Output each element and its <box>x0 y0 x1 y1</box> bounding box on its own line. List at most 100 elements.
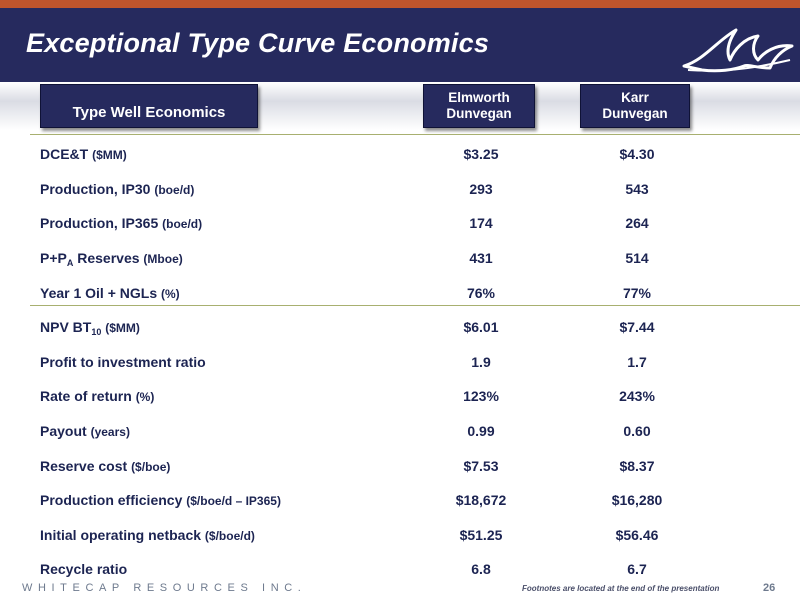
row-label: Payout (years) <box>30 414 425 449</box>
value-karr: 77% <box>622 284 652 301</box>
row-padding <box>692 483 800 518</box>
column-gap <box>537 241 582 276</box>
row-label: NPV BT10 ($MM) <box>30 310 425 345</box>
column-gap <box>537 448 582 483</box>
table-row: Recycle ratio 6.8 6.7 <box>30 552 800 587</box>
value-karr: 543 <box>625 180 649 197</box>
value-karr: $7.44 <box>619 319 655 336</box>
table-row: Production, IP30 (boe/d) 293 543 <box>30 172 800 207</box>
value-elmworth: $51.25 <box>459 526 503 543</box>
value-elmworth: 174 <box>469 215 493 232</box>
table-row: Profit to investment ratio 1.9 1.7 <box>30 345 800 380</box>
table-row: Production, IP365 (boe/d) 174 264 <box>30 206 800 241</box>
column-header-line2: Dunvegan <box>446 106 512 121</box>
row-unit: (%) <box>161 286 180 301</box>
column-header-karr: Karr Dunvegan <box>580 84 690 128</box>
row-label-text: Rate of return <box>40 388 132 405</box>
row-padding <box>692 310 800 345</box>
column-header-line1: Elmworth <box>448 90 510 105</box>
footnote-text: Footnotes are located at the end of the … <box>522 584 720 593</box>
row-unit: (%) <box>135 390 155 405</box>
row-label-text: Initial operating netback <box>40 526 202 543</box>
row-label-text: DCE&T <box>40 146 89 163</box>
row-label: Production efficiency ($/boe/d – IP365) <box>30 483 425 518</box>
row-label-text: Production, IP365 <box>40 215 159 232</box>
row-label: Reserve cost ($/boe) <box>30 448 425 483</box>
row-padding <box>692 275 800 310</box>
row-label: DCE&T ($MM) <box>30 137 425 172</box>
column-gap <box>537 206 582 241</box>
row-label-text: Reserve cost <box>40 457 128 474</box>
table-mid-separator <box>30 305 800 306</box>
row-padding <box>692 379 800 414</box>
row-padding <box>692 518 800 553</box>
column-gap <box>537 310 582 345</box>
value-elmworth: $18,672 <box>455 492 507 509</box>
table-row: Payout (years) 0.99 0.60 <box>30 414 800 449</box>
value-elmworth: 293 <box>469 180 493 197</box>
table-header-label-text: Type Well Economics <box>72 104 226 121</box>
column-header-line1: Karr <box>621 90 649 105</box>
economics-table-body: DCE&T ($MM) $3.25 $4.30 Production, IP30 (b… <box>30 137 800 587</box>
row-padding <box>692 241 800 276</box>
row-label-text: Year 1 Oil + NGLs <box>40 284 158 301</box>
value-karr: 1.7 <box>627 353 647 370</box>
value-karr: 514 <box>625 250 649 267</box>
value-elmworth: 431 <box>469 250 493 267</box>
row-label: Recycle ratio <box>30 552 425 587</box>
column-gap <box>537 379 582 414</box>
row-label-text: Payout <box>40 423 87 440</box>
row-label: Rate of return (%) <box>30 379 425 414</box>
row-label: Profit to investment ratio <box>30 345 425 380</box>
value-elmworth: 0.99 <box>467 423 495 440</box>
table-row: Production efficiency ($/boe/d – IP365) $… <box>30 483 800 518</box>
value-karr: $4.30 <box>619 146 655 163</box>
column-gap <box>537 172 582 207</box>
row-label-subscript: 10 <box>91 327 102 338</box>
value-karr: 0.60 <box>623 423 651 440</box>
column-header-elmworth: Elmworth Dunvegan <box>423 84 535 128</box>
row-label: Initial operating netback ($/boe/d) <box>30 518 425 553</box>
row-padding <box>692 137 800 172</box>
row-padding <box>692 414 800 449</box>
row-label-text: P+P <box>40 250 67 267</box>
value-elmworth: 76% <box>466 284 496 301</box>
column-gap <box>537 414 582 449</box>
value-karr: $8.37 <box>619 457 655 474</box>
row-label: Production, IP365 (boe/d) <box>30 206 425 241</box>
row-label: P+PA Reserves (Mboe) <box>30 241 425 276</box>
value-elmworth: 123% <box>463 388 499 405</box>
page-number: 26 <box>763 582 776 594</box>
whitecap-wave-logo-icon <box>682 28 794 73</box>
slide-footer: WHITECAP RESOURCES INC. Footnotes are lo… <box>0 578 800 600</box>
row-padding <box>692 206 800 241</box>
value-karr: $16,280 <box>611 492 663 509</box>
row-label-text: NPV BT <box>40 319 92 336</box>
row-unit: (boe/d) <box>162 217 203 232</box>
row-label-suffix: Reserves <box>73 250 140 267</box>
column-header-elmworth-text: Elmworth Dunvegan <box>446 90 511 122</box>
row-padding <box>692 172 800 207</box>
row-label-text: Production, IP30 <box>40 180 151 197</box>
table-row: NPV BT10 ($MM) $6.01 $7.44 <box>30 310 800 345</box>
row-unit: (Mboe) <box>143 252 183 267</box>
table-row: Year 1 Oil + NGLs (%) 76% 77% <box>30 275 800 310</box>
value-karr: $56.46 <box>615 526 659 543</box>
row-padding <box>692 448 800 483</box>
value-elmworth: $7.53 <box>463 457 499 474</box>
column-header-line2: Dunvegan <box>602 106 668 121</box>
table-row: Initial operating netback ($/boe/d) $51.2… <box>30 518 800 553</box>
table-row: Rate of return (%) 123% 243% <box>30 379 800 414</box>
row-padding <box>692 345 800 380</box>
column-gap <box>537 137 582 172</box>
row-unit: (boe/d) <box>154 182 195 197</box>
top-accent-stripe <box>0 0 800 8</box>
table-top-separator <box>30 134 800 135</box>
column-gap <box>537 518 582 553</box>
row-label: Year 1 Oil + NGLs (%) <box>30 275 425 310</box>
row-unit: ($/boe) <box>131 459 171 474</box>
value-elmworth: $3.25 <box>463 146 499 163</box>
row-label-text: Profit to investment ratio <box>40 353 206 370</box>
table-row: DCE&T ($MM) $3.25 $4.30 <box>30 137 800 172</box>
row-label: Production, IP30 (boe/d) <box>30 172 425 207</box>
